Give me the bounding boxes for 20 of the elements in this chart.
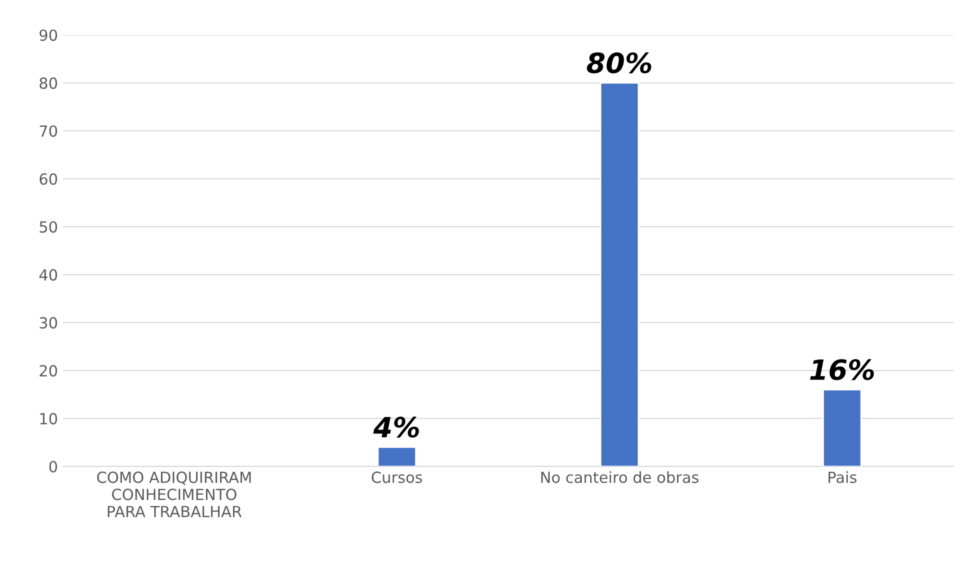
x-tick-label: Pais: [828, 471, 856, 484]
bar: [822, 389, 862, 466]
bar: [600, 82, 640, 466]
y-tick-label: 40: [39, 269, 58, 281]
y-tick-label: 20: [40, 364, 58, 377]
y-tick-label: 0: [49, 460, 58, 472]
y-tick-label: 70: [40, 125, 58, 137]
data-label: 4%: [373, 416, 419, 438]
y-tick-label: 10: [40, 412, 58, 424]
data-label: 80%: [586, 52, 652, 74]
x-tick-label: Cursos: [372, 472, 422, 484]
y-tick-label: 30: [40, 317, 58, 329]
y-tick-label: 50: [40, 221, 58, 233]
x-tick-label: No canteiro de obras: [541, 471, 698, 484]
x-tick-label: COMO ADIQUIRIRAM CONHECIMENTO PARA TRABALHAR: [97, 472, 251, 518]
data-label: 16%: [810, 359, 874, 380]
y-tick-label: 60: [40, 173, 58, 185]
y-tick-label: 80: [40, 77, 58, 89]
y-tick-label: 90: [40, 29, 58, 41]
bar: [377, 446, 416, 466]
